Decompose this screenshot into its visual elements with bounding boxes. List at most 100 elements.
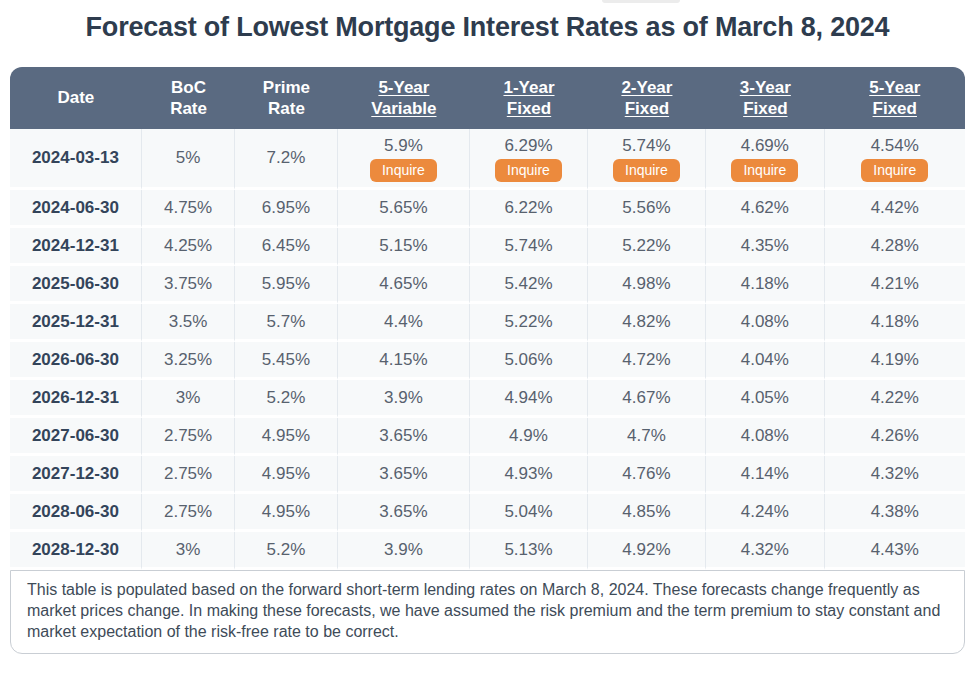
rate-value: 4.67% [592, 388, 701, 408]
date-cell: 2025-12-31 [10, 304, 142, 342]
column-header-3yr-fixed[interactable]: 3-YearFixed [706, 67, 824, 129]
rate-value: 5.04% [474, 502, 582, 522]
rate-cell: 5.42% [470, 266, 587, 304]
inquire-button[interactable]: Inquire [731, 159, 798, 182]
rate-cell: 5.65% [338, 190, 471, 228]
rate-value: 4.15% [342, 350, 466, 370]
cropped-top-element [602, 0, 680, 3]
boc-rate-cell: 2.75% [142, 456, 236, 494]
rate-value: 3.65% [342, 426, 466, 446]
rate-value: 4.32% [829, 464, 961, 484]
boc-rate-cell: 3.5% [142, 304, 236, 342]
boc-rate-cell: 3% [142, 532, 236, 570]
table-row: 2025-12-313.5%5.7%4.4%5.22%4.82%4.08%4.1… [10, 304, 965, 342]
rate-cell: 4.08% [706, 418, 824, 456]
boc-rate-cell: 4.25% [142, 228, 236, 266]
rate-cell: 4.69%Inquire [706, 129, 824, 190]
rate-value: 5.15% [342, 236, 466, 256]
rate-cell: 4.76% [588, 456, 706, 494]
rate-cell: 4.14% [706, 456, 824, 494]
rate-value: 4.08% [710, 426, 819, 446]
rate-cell: 4.54%Inquire [825, 129, 965, 190]
rate-value: 4.43% [829, 540, 961, 560]
rate-value: 5.9% [342, 136, 466, 156]
rate-cell: 5.22% [588, 228, 706, 266]
rate-value: 4.05% [710, 388, 819, 408]
prime-rate-cell: 4.95% [235, 418, 337, 456]
rate-cell: 4.04% [706, 342, 824, 380]
rate-cell: 4.32% [825, 456, 965, 494]
rate-cell: 4.18% [825, 304, 965, 342]
rate-value: 4.72% [592, 350, 701, 370]
rate-cell: 4.08% [706, 304, 824, 342]
rate-value: 4.76% [592, 464, 701, 484]
column-header-label[interactable]: 2-YearFixed [621, 78, 672, 118]
date-cell: 2026-06-30 [10, 342, 142, 380]
rate-value: 4.18% [829, 312, 961, 332]
rate-value: 4.65% [342, 274, 466, 294]
rate-value: 5.42% [474, 274, 582, 294]
column-header-label: PrimeRate [263, 78, 310, 118]
rate-value: 4.35% [710, 236, 819, 256]
date-cell: 2027-06-30 [10, 418, 142, 456]
column-header-5yr-fixed[interactable]: 5-YearFixed [825, 67, 965, 129]
rate-value: 3.65% [342, 502, 466, 522]
rate-cell: 4.62% [706, 190, 824, 228]
rate-value: 4.22% [829, 388, 961, 408]
rate-value: 4.08% [710, 312, 819, 332]
column-header-date: Date [10, 67, 142, 129]
rate-cell: 5.9% Inquire [338, 129, 471, 190]
column-header-label[interactable]: 5-YearVariable [371, 78, 436, 118]
boc-rate-cell: 3.75% [142, 266, 236, 304]
rate-value: 4.26% [829, 426, 961, 446]
inquire-button[interactable]: Inquire [370, 159, 437, 182]
rate-value: 5.22% [592, 236, 701, 256]
column-header-label[interactable]: 5-YearFixed [869, 78, 920, 118]
prime-rate-cell: 4.95% [235, 494, 337, 532]
rate-cell: 4.4% [338, 304, 471, 342]
rate-value: 4.9% [474, 426, 582, 446]
rate-cell: 4.94% [470, 380, 587, 418]
column-header-label: Date [57, 88, 94, 107]
rate-value: 4.7% [592, 426, 701, 446]
prime-rate-cell: 6.45% [235, 228, 337, 266]
inquire-button[interactable]: Inquire [861, 159, 928, 182]
prime-rate-cell: 5.95% [235, 266, 337, 304]
rate-value: 5.22% [474, 312, 582, 332]
rate-cell: 6.29% Inquire [470, 129, 587, 190]
date-cell: 2026-12-31 [10, 380, 142, 418]
column-header-label[interactable]: 1-YearFixed [503, 78, 554, 118]
rate-cell: 4.93% [470, 456, 587, 494]
column-header-label[interactable]: 3-YearFixed [740, 78, 791, 118]
inquire-button[interactable]: Inquire [495, 159, 562, 182]
rate-cell: 4.7% [588, 418, 706, 456]
column-header-2yr-fixed[interactable]: 2-YearFixed [588, 67, 706, 129]
prime-rate-cell: 4.95% [235, 456, 337, 494]
rate-value: 4.62% [710, 198, 819, 218]
footer-note: This table is populated based on the for… [10, 570, 965, 654]
rate-cell: 5.06% [470, 342, 587, 380]
rate-value: 4.98% [592, 274, 701, 294]
date-cell: 2024-12-31 [10, 228, 142, 266]
rate-value: 3.9% [342, 388, 466, 408]
rate-cell: 4.65% [338, 266, 471, 304]
rate-cell: 4.05% [706, 380, 824, 418]
rate-cell: 5.74%Inquire [588, 129, 706, 190]
rate-value: 4.28% [829, 236, 961, 256]
date-cell: 2028-12-30 [10, 532, 142, 570]
prime-rate-cell: 7.2% [235, 129, 337, 190]
column-header-1yr-fixed[interactable]: 1-YearFixed [470, 67, 587, 129]
table-row: 2026-06-303.25%5.45%4.15%5.06%4.72%4.04%… [10, 342, 965, 380]
column-header-5yr-variable[interactable]: 5-YearVariable [338, 67, 471, 129]
rate-value: 6.29% [474, 136, 582, 156]
inquire-button[interactable]: Inquire [613, 159, 680, 182]
table-row: 2025-06-303.75%5.95%4.65%5.42%4.98%4.18%… [10, 266, 965, 304]
rate-cell: 4.72% [588, 342, 706, 380]
rate-cell: 3.65% [338, 494, 471, 532]
rate-cell: 4.32% [706, 532, 824, 570]
rate-value: 4.85% [592, 502, 701, 522]
prime-rate-cell: 5.45% [235, 342, 337, 380]
table-row: 2027-12-302.75%4.95%3.65%4.93%4.76%4.14%… [10, 456, 965, 494]
rate-cell: 3.9% [338, 532, 471, 570]
rate-value: 5.74% [474, 236, 582, 256]
